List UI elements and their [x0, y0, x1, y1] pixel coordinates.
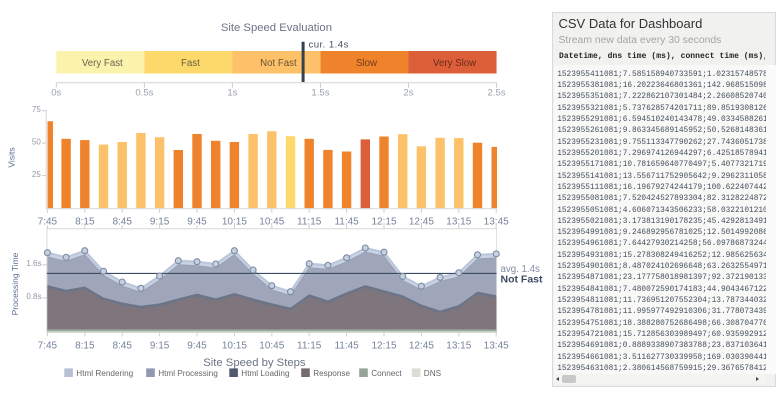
svg-text:10:15: 10:15: [222, 217, 247, 228]
svg-text:Very Fast: Very Fast: [82, 58, 123, 69]
svg-text:8:15: 8:15: [75, 341, 95, 352]
svg-text:DNS: DNS: [424, 369, 442, 378]
svg-text:12:45: 12:45: [409, 217, 434, 228]
svg-text:Processing Time: Processing Time: [10, 252, 20, 315]
svg-text:11:45: 11:45: [334, 341, 359, 352]
svg-text:avg. 1.4s: avg. 1.4s: [501, 264, 540, 275]
svg-text:Not Fast: Not Fast: [501, 274, 544, 286]
svg-text:13:45: 13:45: [484, 341, 509, 352]
svg-text:0.5s: 0.5s: [135, 88, 153, 99]
svg-text:Html Loading: Html Loading: [241, 369, 290, 378]
svg-text:9:15: 9:15: [150, 341, 170, 352]
svg-text:2.5s: 2.5s: [488, 88, 506, 99]
svg-text:9:15: 9:15: [150, 217, 170, 228]
svg-text:Response: Response: [313, 369, 350, 378]
svg-text:12:15: 12:15: [371, 341, 396, 352]
svg-text:50: 50: [32, 137, 41, 146]
svg-text:0.8s: 0.8s: [26, 292, 41, 301]
svg-text:11:15: 11:15: [297, 341, 322, 352]
svg-text:75: 75: [32, 105, 41, 114]
svg-text:Connect: Connect: [371, 369, 402, 378]
svg-text:12:15: 12:15: [371, 217, 396, 228]
svg-text:Site Speed Evaluation: Site Speed Evaluation: [221, 22, 332, 34]
svg-text:25: 25: [32, 170, 41, 179]
svg-text:Visits: Visits: [6, 147, 16, 167]
svg-text:7:45: 7:45: [38, 341, 58, 352]
svg-text:9:45: 9:45: [187, 217, 207, 228]
svg-text:Html Rendering: Html Rendering: [76, 369, 133, 378]
svg-text:12:45: 12:45: [409, 341, 434, 352]
svg-text:1s: 1s: [227, 88, 237, 99]
svg-text:9:45: 9:45: [187, 341, 207, 352]
svg-text:0s: 0s: [51, 88, 61, 99]
svg-text:13:45: 13:45: [484, 217, 509, 228]
svg-text:11:15: 11:15: [297, 217, 322, 228]
svg-text:1.5s: 1.5s: [311, 88, 329, 99]
svg-text:Slow: Slow: [356, 58, 378, 69]
svg-text:10:15: 10:15: [222, 341, 247, 352]
svg-text:8:15: 8:15: [75, 217, 95, 228]
svg-text:cur. 1.4s: cur. 1.4s: [309, 40, 349, 51]
svg-text:Not Fast: Not Fast: [260, 58, 297, 69]
svg-text:2s: 2s: [403, 88, 413, 99]
svg-text:8:45: 8:45: [112, 217, 132, 228]
svg-text:Site Speed by Steps: Site Speed by Steps: [203, 357, 306, 369]
svg-text:13:15: 13:15: [446, 217, 471, 228]
svg-text:7:45: 7:45: [38, 217, 58, 228]
svg-text:8:45: 8:45: [112, 341, 132, 352]
svg-text:11:45: 11:45: [334, 217, 359, 228]
svg-text:10:45: 10:45: [259, 217, 284, 228]
svg-text:10:45: 10:45: [259, 341, 284, 352]
svg-text:13:15: 13:15: [446, 341, 471, 352]
svg-text:1.6s: 1.6s: [26, 259, 41, 268]
svg-text:Html Processing: Html Processing: [158, 369, 218, 378]
svg-text:Fast: Fast: [181, 58, 200, 69]
svg-text:Very Slow: Very Slow: [433, 58, 477, 69]
